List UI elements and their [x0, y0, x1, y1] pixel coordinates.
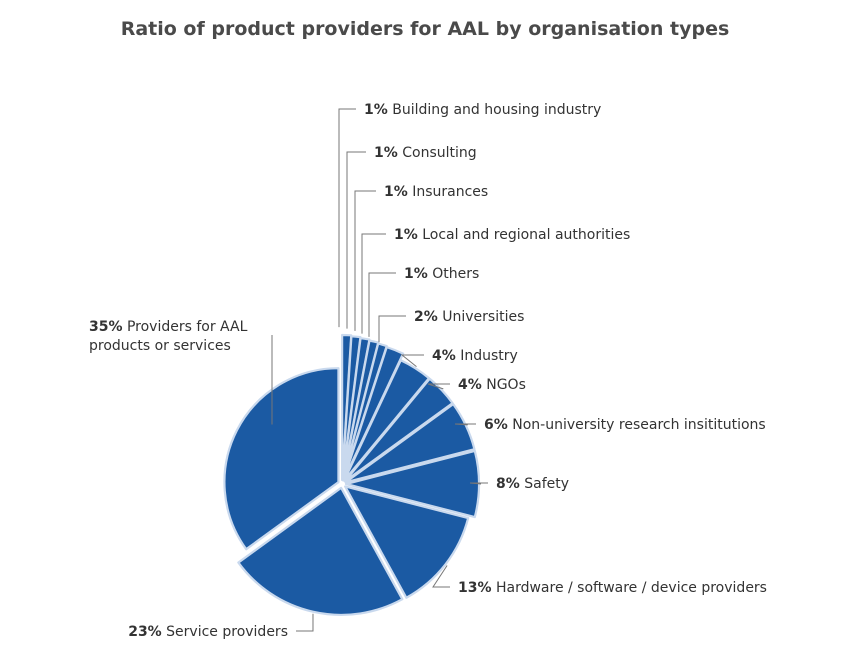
- pie-slice: [343, 377, 454, 483]
- leader-line: [354, 190, 376, 331]
- slice-name: Universities: [438, 309, 525, 325]
- slice-name: Building and housing industry: [388, 102, 602, 118]
- slice-label: 4% NGOs: [458, 377, 526, 393]
- slice-percent: 4%: [458, 377, 482, 393]
- slice-label: 1% Building and housing industry: [364, 102, 601, 118]
- leader-line: [432, 565, 450, 588]
- pie-slice: [223, 367, 340, 551]
- leader-line: [469, 482, 488, 485]
- leader-line: [427, 383, 450, 390]
- slice-percent: 4%: [432, 348, 456, 364]
- slice-name: Local and regional authorities: [418, 227, 630, 243]
- leader-lines: [271, 108, 488, 632]
- slice-percent: 1%: [394, 227, 418, 243]
- slice-label: 1% Consulting: [374, 145, 477, 161]
- slice-name: Consulting: [398, 145, 477, 161]
- leader-line: [296, 613, 314, 632]
- leader-line: [346, 151, 366, 329]
- leader-line: [368, 272, 396, 337]
- slice-label: 1% Insurances: [384, 184, 488, 200]
- slice-label: 8% Safety: [496, 476, 569, 492]
- slice-percent: 1%: [384, 184, 408, 200]
- leader-line: [378, 315, 406, 343]
- slice-label: 4% Industry: [432, 348, 518, 364]
- slice-percent: 8%: [496, 476, 520, 492]
- slice-label: 35% Providers for AAL products or service…: [89, 319, 248, 354]
- slice-name: Providers for AAL: [123, 319, 248, 335]
- slice-label: 13% Hardware / software / device provide…: [458, 580, 767, 596]
- slice-name: Safety: [520, 476, 569, 492]
- slice-name: Hardware / software / device providers: [492, 580, 767, 596]
- slice-name: Insurances: [408, 184, 488, 200]
- slice-label: 1% Others: [404, 266, 479, 282]
- slice-name: Non-university research insititutions: [508, 417, 766, 433]
- slice-name: Industry: [456, 348, 518, 364]
- slice-percent: 6%: [484, 417, 508, 433]
- slice-percent: 2%: [414, 309, 438, 325]
- pie-slices: [223, 333, 481, 617]
- slice-percent: 1%: [374, 145, 398, 161]
- slice-label: 23% Service providers: [128, 624, 288, 640]
- slice-name: products or services: [89, 338, 231, 354]
- slice-label: 1% Local and regional authorities: [394, 227, 630, 243]
- pie-slice: [237, 486, 404, 617]
- slice-percent: 1%: [404, 266, 428, 282]
- slice-percent: 23%: [128, 624, 162, 640]
- leader-line: [400, 354, 424, 368]
- leader-line: [338, 108, 356, 328]
- slice-percent: 35%: [89, 319, 123, 335]
- slice-label: 2% Universities: [414, 309, 524, 325]
- pie-slice: [344, 403, 476, 484]
- leader-line: [454, 423, 476, 426]
- slice-percent: 1%: [364, 102, 388, 118]
- slice-name: Others: [428, 266, 480, 282]
- slice-label: 6% Non-university research insititutions: [484, 417, 766, 433]
- chart-title: Ratio of product providers for AAL by or…: [120, 18, 730, 40]
- pie-slice: [342, 346, 405, 482]
- slice-percent: 13%: [458, 580, 492, 596]
- slice-name: NGOs: [482, 377, 526, 393]
- pie-slice: [344, 485, 470, 599]
- leader-line: [361, 233, 386, 334]
- slice-name: Service providers: [162, 624, 288, 640]
